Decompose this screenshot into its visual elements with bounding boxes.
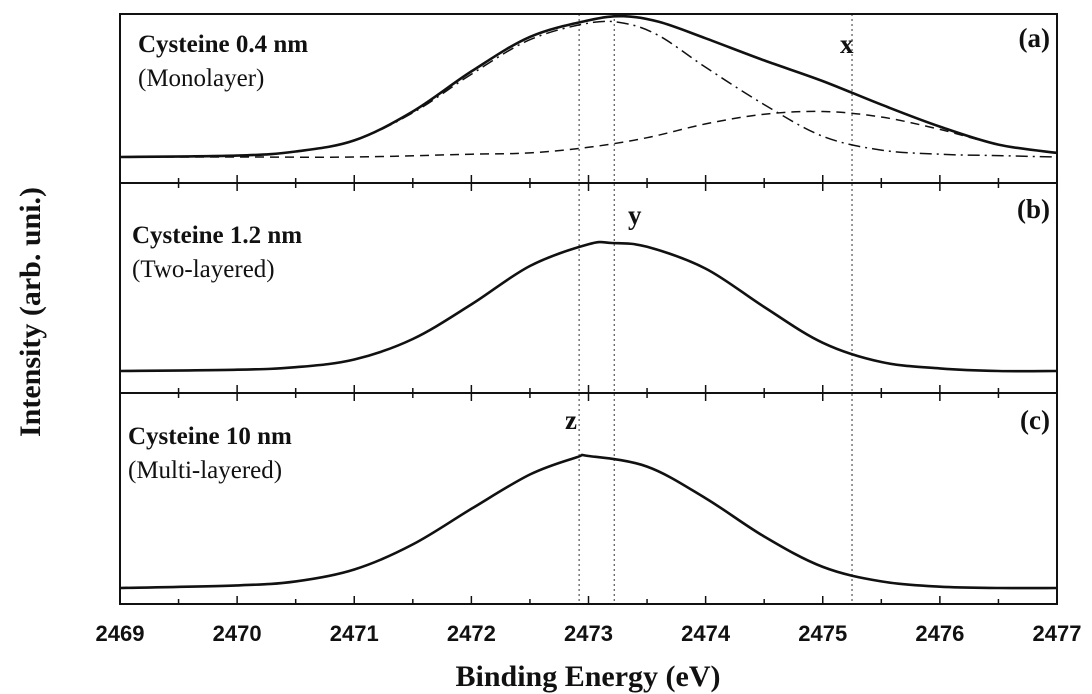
y-axis-title: Intensity (arb. uni.): [14, 187, 47, 437]
panel-tag: (a): [1019, 23, 1050, 53]
peak-marker: y: [628, 200, 642, 230]
x-tick-label: 2472: [447, 621, 496, 646]
panel-tag: (c): [1020, 405, 1050, 435]
x-tick-label: 2469: [96, 621, 145, 646]
panel-label-main: Cysteine 0.4 nm: [138, 31, 308, 58]
peak-marker: z: [565, 405, 577, 435]
x-tick-label: 2470: [213, 621, 262, 646]
panel-frame: [119, 182, 1058, 394]
panels-layer: (a) Cysteine 0.4 nm (Monolayer) x (b) Cystein…: [119, 13, 1058, 605]
panel-b: (b) Cysteine 1.2 nm (Two-layered) y: [119, 182, 1058, 394]
panel-label-main: Cysteine 1.2 nm: [132, 222, 302, 249]
panel-a: (a) Cysteine 0.4 nm (Monolayer) x: [119, 13, 1058, 184]
series-line-dashdot: [119, 20, 1058, 158]
x-tick-label: 2474: [681, 621, 731, 646]
x-axis-title: Binding Energy (eV): [455, 660, 720, 693]
series-line-dashed: [120, 110, 1058, 158]
panel-label-sub: (Multi-layered): [128, 457, 282, 484]
panel-label-sub: (Monolayer): [138, 65, 264, 92]
panel-label-main: Cysteine 10 nm: [128, 423, 292, 450]
series-line-solid: [119, 453, 1058, 590]
series-line-solid: [119, 240, 1058, 373]
reference-lines-layer: [578, 14, 853, 604]
panel-c: (c) Cysteine 10 nm (Multi-layered) z: [119, 392, 1058, 605]
panel-label-sub: (Two-layered): [132, 256, 275, 283]
x-tick-label: 2476: [915, 621, 964, 646]
peak-marker: x: [840, 29, 854, 59]
x-tick-labels-layer: 2469 2470 2471 2472 2473 2474 2475 2476 2477: [96, 621, 1082, 646]
x-tick-label: 2475: [798, 621, 847, 646]
x-tick-label: 2477: [1033, 621, 1082, 646]
x-tick-label: 2471: [330, 621, 379, 646]
panel-tag: (b): [1017, 194, 1050, 224]
x-tick-label: 2473: [564, 621, 613, 646]
